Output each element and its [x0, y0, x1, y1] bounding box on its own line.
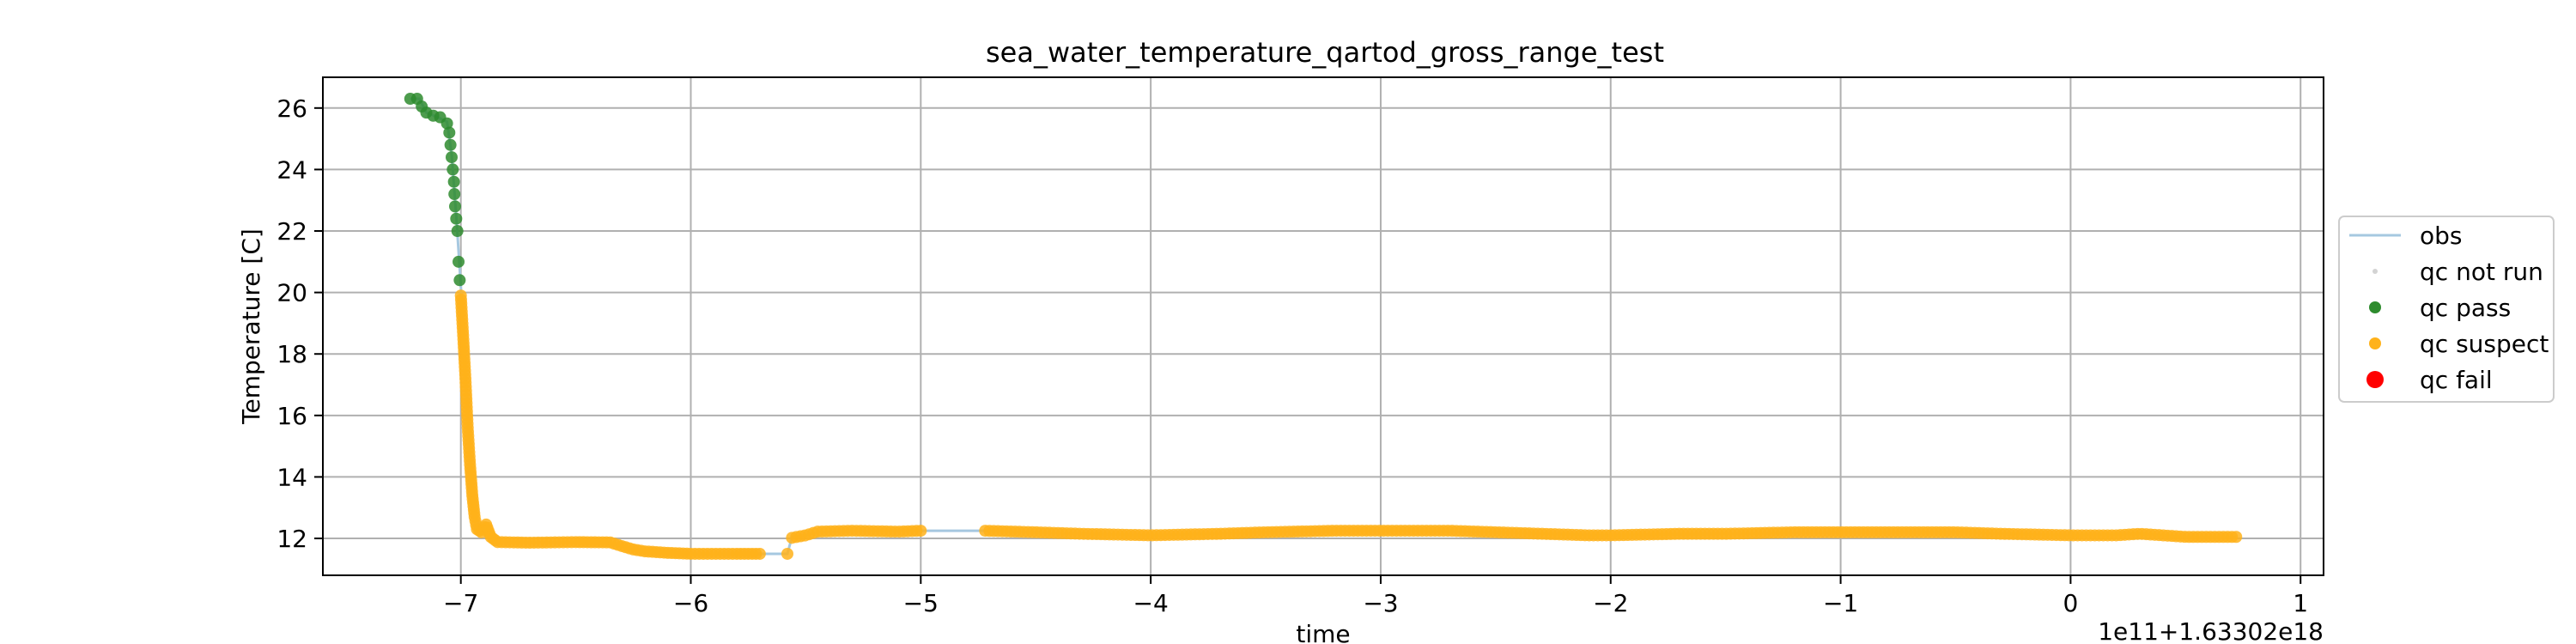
legend-items: obs qc not run qc pass qc suspect qc fail — [2349, 222, 2549, 394]
y-axis-label: Temperature [C] — [237, 228, 265, 425]
x-tick-label: 0 — [2063, 589, 2078, 617]
legend-label: qc fail — [2420, 366, 2493, 394]
x-axis-offset-label: 1e11+1.63302e18 — [2098, 617, 2324, 644]
y-tick-label: 16 — [276, 402, 307, 430]
x-axis-label: time — [1296, 620, 1350, 644]
x-tick-label: −6 — [673, 589, 708, 617]
qc-suspect-point — [2230, 531, 2243, 544]
chart-title: sea_water_temperature_qartod_gross_range… — [986, 36, 1664, 69]
qc-suspect-point — [914, 525, 927, 538]
plot-background — [323, 77, 2324, 575]
x-tick-label: 1 — [2293, 589, 2308, 617]
qc-pass-point — [453, 274, 466, 287]
legend: obs qc not run qc pass qc suspect qc fail — [2338, 216, 2555, 403]
y-tick-label: 12 — [276, 525, 307, 553]
legend-item-obs: obs — [2349, 222, 2463, 250]
x-tick-label: −4 — [1133, 589, 1168, 617]
x-axis: −7 −6 −5 −4 −3 −2 −1 0 1 — [443, 575, 2308, 617]
plot-frame — [322, 76, 2324, 576]
legend-swatch — [2372, 269, 2378, 274]
legend-box — [2338, 216, 2555, 403]
qc-pass-point — [444, 138, 457, 151]
qc-pass-point — [447, 175, 460, 188]
legend-item-fail: qc fail — [2366, 366, 2493, 394]
legend-swatch — [2366, 371, 2384, 388]
qc-pass-point — [453, 255, 465, 268]
y-tick-label: 26 — [276, 94, 307, 123]
legend-item-suspect: qc suspect — [2369, 330, 2549, 358]
qc-pass-series — [404, 93, 466, 287]
y-tick-label: 22 — [276, 217, 307, 246]
y-tick-label: 24 — [276, 155, 307, 184]
qc-pass-point — [448, 188, 461, 201]
legend-swatch — [2369, 301, 2381, 313]
x-tick-label: −1 — [1823, 589, 1858, 617]
legend-item-pass: qc pass — [2369, 294, 2511, 322]
y-axis: 12 14 16 18 20 22 24 26 — [276, 94, 323, 553]
qc-pass-point — [450, 212, 463, 225]
y-tick-label: 20 — [276, 279, 307, 307]
qc-suspect-point — [781, 547, 793, 560]
legend-label: obs — [2420, 222, 2463, 250]
legend-label: qc not run — [2420, 258, 2543, 286]
x-tick-label: −3 — [1363, 589, 1398, 617]
qc-pass-point — [451, 225, 464, 238]
legend-swatch — [2369, 337, 2381, 349]
legend-label: qc suspect — [2420, 330, 2549, 358]
qc-pass-point — [447, 163, 459, 176]
qc-pass-point — [440, 117, 453, 130]
qc-suspect-series — [454, 289, 2243, 560]
y-tick-label: 14 — [276, 463, 307, 491]
legend-item-not_run: qc not run — [2372, 258, 2543, 286]
qc-suspect-point — [753, 547, 766, 560]
qc-pass-point — [448, 200, 461, 213]
qc-pass-point — [443, 126, 456, 139]
x-tick-label: −5 — [903, 589, 939, 617]
x-tick-label: −2 — [1593, 589, 1628, 617]
y-tick-label: 18 — [276, 340, 307, 368]
legend-label: qc pass — [2420, 294, 2511, 322]
qc-pass-point — [445, 151, 458, 164]
x-tick-label: −7 — [443, 589, 478, 617]
